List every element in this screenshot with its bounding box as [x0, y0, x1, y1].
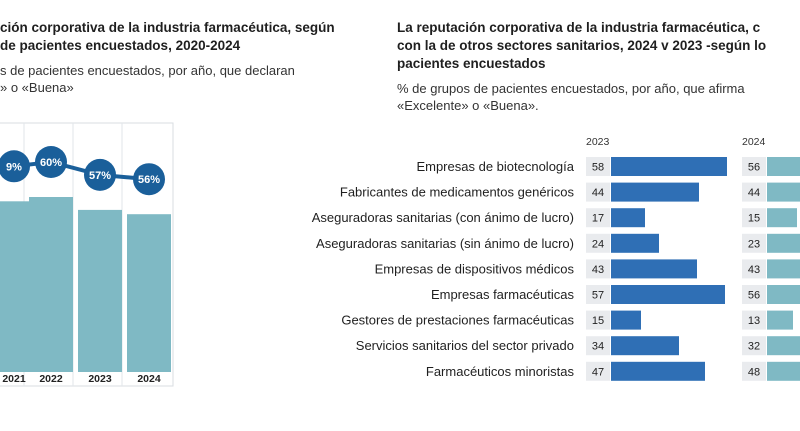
value-label-2023: 57 — [592, 290, 604, 302]
category-label: Farmacéuticos minoristas — [426, 364, 575, 379]
value-box-2023 — [586, 361, 610, 381]
left-xtick-2021: 2021 — [2, 373, 26, 385]
right-title-line1: La reputación corporativa de la industri… — [397, 20, 761, 35]
bar-2023 — [611, 285, 725, 304]
right-subtitle-line1: % de grupos de pacientes encuestados, po… — [397, 81, 745, 96]
value-box-2024 — [742, 361, 766, 381]
value-label-2023: 17 — [592, 213, 604, 225]
bar-2024 — [767, 208, 797, 228]
value-box-2024 — [742, 208, 766, 228]
left-trend-line — [13, 159, 150, 182]
value-box-2023 — [586, 310, 610, 330]
bar-2024 — [767, 361, 800, 381]
value-box-2024 — [742, 233, 766, 253]
left-bar-2022 — [29, 197, 73, 372]
right-chart-subtitle: % de grupos de pacientes encuestados, po… — [397, 80, 745, 114]
category-label: Aseguradoras sanitarias (sin ánimo de lu… — [316, 236, 574, 251]
left-xtick-2023: 2023 — [88, 373, 112, 385]
value-label-2024: 56 — [748, 290, 760, 302]
right-chart-title: La reputación corporativa de la industri… — [397, 19, 766, 73]
left-subtitle-line1: s de pacientes encuestados, por año, que… — [0, 63, 295, 78]
category-label: Aseguradoras sanitarias (con ánimo de lu… — [312, 210, 574, 225]
bar-2023 — [611, 208, 645, 228]
left-point-2022 — [35, 146, 67, 178]
bar-2024 — [767, 233, 800, 253]
value-box-2023 — [586, 233, 610, 253]
left-chart-title: ción corporativa de la industria farmacé… — [0, 19, 335, 55]
series-header-2024: 2024 — [742, 136, 766, 148]
left-point-2021 — [0, 150, 30, 183]
bar-2023 — [611, 336, 679, 356]
value-label-2023: 15 — [592, 315, 604, 327]
right-title-line3: pacientes encuestados — [397, 56, 546, 71]
value-box-2023 — [586, 336, 610, 356]
value-label-2024: 32 — [748, 341, 760, 353]
left-bar-2023 — [78, 209, 122, 372]
category-label: Empresas de dispositivos médicos — [375, 261, 575, 276]
value-label-2023: 24 — [592, 238, 604, 250]
bar-2024 — [767, 310, 793, 330]
value-label-2023: 47 — [592, 366, 604, 378]
value-label-2024: 43 — [748, 264, 760, 276]
left-bar-2024 — [127, 214, 171, 372]
bar-2024 — [767, 336, 800, 356]
value-box-2024 — [742, 285, 766, 304]
left-point-label-2022: 60% — [40, 157, 62, 169]
bar-2024 — [767, 259, 800, 279]
series-header-2023: 2023 — [586, 136, 610, 148]
left-point-label-2024: 56% — [138, 174, 160, 186]
value-label-2024: 15 — [748, 213, 760, 225]
left-bar-line-chart: 9% 60% 57% 56% 2021 2022 2023 2024 — [0, 122, 174, 387]
value-label-2024: 56 — [748, 162, 760, 174]
bar-2023 — [611, 157, 727, 176]
category-label: Fabricantes de medicamentos genéricos — [340, 185, 575, 200]
value-box-2023 — [586, 259, 610, 279]
value-box-2023 — [586, 157, 610, 176]
left-chart-subtitle: s de pacientes encuestados, por año, que… — [0, 62, 295, 96]
left-title-line2: de pacientes encuestados, 2020-2024 — [0, 38, 241, 53]
left-point-2023 — [84, 158, 116, 191]
left-point-2024 — [133, 163, 165, 196]
value-box-2024 — [742, 336, 766, 356]
value-box-2024 — [742, 182, 766, 202]
category-label: Servicios sanitarios del sector privado — [356, 338, 574, 353]
left-point-label-2023: 57% — [89, 170, 111, 182]
value-label-2024: 13 — [748, 315, 760, 327]
value-box-2024 — [742, 259, 766, 279]
left-subtitle-line2: » o «Buena» — [0, 80, 74, 95]
bar-2023 — [611, 182, 699, 202]
right-subtitle-line2: «Excelente» o «Buena». — [397, 98, 539, 113]
left-xtick-2024: 2024 — [137, 373, 161, 385]
value-box-2024 — [742, 157, 766, 176]
bar-2024 — [767, 182, 800, 202]
left-point-label-2021: 9% — [6, 161, 22, 173]
category-label: Empresas de biotecnología — [416, 159, 574, 174]
right-horizontal-bar-chart: 2023 2024 Empresas de biotecnología 58 56 Fab… — [312, 136, 800, 381]
bar-2023 — [611, 361, 705, 381]
bar-2024 — [767, 157, 800, 176]
category-label: Gestores de prestaciones farmacéuticas — [341, 313, 574, 328]
value-box-2023 — [586, 208, 610, 228]
value-label-2023: 58 — [592, 162, 604, 174]
value-box-2023 — [586, 285, 610, 304]
value-label-2023: 34 — [592, 341, 604, 353]
value-box-2023 — [586, 182, 610, 202]
left-title-line1: ción corporativa de la industria farmacé… — [0, 20, 335, 35]
bar-2024 — [767, 285, 800, 304]
right-title-line2: con la de otros sectores sanitarios, 202… — [397, 38, 767, 53]
value-label-2024: 23 — [748, 238, 760, 250]
category-label: Empresas farmacéuticas — [431, 287, 575, 302]
left-xtick-2022: 2022 — [39, 373, 63, 385]
bar-2023 — [611, 310, 641, 330]
value-box-2024 — [742, 310, 766, 330]
bar-2023 — [611, 259, 697, 279]
value-label-2023: 43 — [592, 264, 604, 276]
bar-2023 — [611, 233, 659, 253]
value-label-2023: 44 — [592, 187, 604, 199]
value-label-2024: 48 — [748, 366, 760, 378]
value-label-2024: 44 — [748, 187, 760, 199]
